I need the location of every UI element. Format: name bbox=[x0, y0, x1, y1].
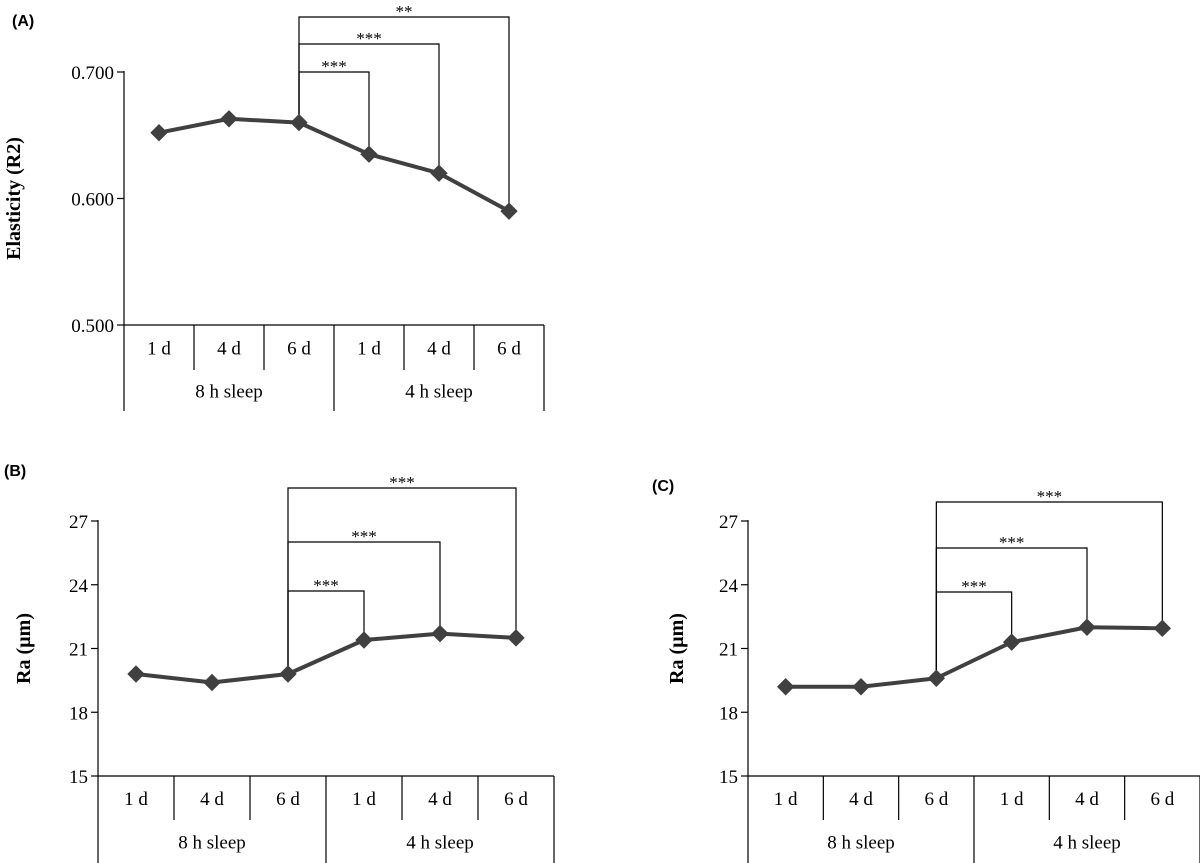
significance-bracket bbox=[298, 71, 370, 147]
y-tick-label: 15 bbox=[69, 767, 88, 788]
significance-label: *** bbox=[1037, 487, 1063, 506]
y-tick-label: 15 bbox=[719, 767, 738, 788]
data-point bbox=[360, 145, 378, 163]
y-tick-label: 0.700 bbox=[71, 63, 114, 84]
significance-bracket bbox=[298, 16, 510, 204]
y-tick-label: 21 bbox=[719, 640, 738, 661]
x-tick-label: 4 d bbox=[427, 339, 451, 360]
x-tick-label: 4 d bbox=[200, 789, 224, 810]
data-point bbox=[1153, 619, 1172, 638]
chart-panel-a: (A) Elasticity (R2) 0.500 0.600 0.700 1 d 4 d 6… bbox=[3, 2, 545, 411]
y-tick-label: 18 bbox=[719, 703, 738, 724]
data-point bbox=[150, 124, 168, 142]
group-label: 4 h sleep bbox=[406, 833, 474, 854]
y-axis-label: Elasticity (R2) bbox=[3, 137, 25, 260]
x-tick-label: 6 d bbox=[287, 339, 311, 360]
data-point bbox=[852, 678, 870, 696]
x-tick-label: 6 d bbox=[504, 789, 528, 810]
y-tick-label: 27 bbox=[69, 512, 88, 533]
data-point bbox=[220, 110, 238, 128]
y-tick-label: 27 bbox=[719, 512, 738, 533]
significance-label: *** bbox=[321, 57, 347, 76]
significance-bracket bbox=[287, 487, 517, 666]
y-axis-label: Ra (µm) bbox=[13, 613, 35, 684]
y-tick-label: 24 bbox=[69, 576, 89, 597]
x-tick-label: 6 d bbox=[1150, 789, 1174, 810]
data-point bbox=[927, 669, 946, 687]
panel-letter: (B) bbox=[4, 463, 26, 480]
significance-label: *** bbox=[313, 576, 339, 595]
panel-letter: (A) bbox=[12, 13, 34, 30]
x-tick-label: 1 d bbox=[147, 339, 171, 360]
data-point bbox=[500, 202, 518, 220]
data-point bbox=[355, 631, 373, 649]
x-tick-label: 1 d bbox=[357, 339, 381, 360]
y-axis-label: Ra (µm) bbox=[666, 613, 688, 684]
significance-label: ** bbox=[396, 2, 413, 21]
data-point bbox=[1002, 633, 1021, 651]
x-tick-label: 1 d bbox=[352, 789, 376, 810]
data-point bbox=[1078, 618, 1096, 636]
y-tick-label: 0.500 bbox=[71, 316, 114, 337]
series-line bbox=[135, 631, 517, 685]
x-tick-label: 4 d bbox=[849, 789, 873, 810]
group-label: 4 h sleep bbox=[405, 382, 473, 403]
data-point bbox=[127, 665, 145, 683]
y-tick-label: 18 bbox=[69, 703, 88, 724]
significance-bracket bbox=[935, 501, 1163, 671]
x-tick-label: 4 d bbox=[428, 789, 452, 810]
significance-label: *** bbox=[356, 29, 382, 48]
x-tick-label: 6 d bbox=[276, 789, 300, 810]
data-point bbox=[776, 678, 795, 696]
x-tick-label: 1 d bbox=[774, 789, 798, 810]
x-tick-label: 4 d bbox=[1075, 789, 1099, 810]
x-tick-label: 1 d bbox=[124, 789, 148, 810]
y-tick-label: 24 bbox=[719, 576, 739, 597]
series-line bbox=[158, 116, 510, 213]
data-point bbox=[507, 629, 525, 647]
group-label: 4 h sleep bbox=[1053, 833, 1121, 854]
significance-label: *** bbox=[351, 527, 377, 546]
group-label: 8 h sleep bbox=[178, 833, 246, 854]
significance-label: *** bbox=[389, 473, 415, 492]
group-label: 8 h sleep bbox=[827, 833, 895, 854]
data-point bbox=[290, 113, 308, 132]
significance-bracket bbox=[287, 590, 365, 666]
group-label: 8 h sleep bbox=[195, 382, 263, 403]
y-tick-label: 21 bbox=[69, 640, 88, 661]
chart-panel-c: (C) Ra (µm) 15 18 21 24 27 1 d 4 d 6 d 8 h sleep 1 … bbox=[652, 478, 1200, 863]
data-point bbox=[431, 624, 449, 643]
data-point bbox=[279, 665, 297, 683]
data-point bbox=[203, 673, 221, 692]
significance-label: *** bbox=[999, 533, 1025, 552]
y-tick-label: 0.600 bbox=[71, 190, 114, 211]
x-tick-label: 6 d bbox=[497, 339, 521, 360]
x-tick-label: 6 d bbox=[924, 789, 948, 810]
significance-label: *** bbox=[961, 577, 987, 596]
panel-letter: (C) bbox=[652, 478, 674, 495]
x-tick-label: 1 d bbox=[1000, 789, 1024, 810]
data-point bbox=[430, 164, 448, 182]
chart-panel-b: (B) Ra (µm) 15 18 21 24 27 1 d 4 d 6 d 8 h sleep 1 … bbox=[4, 463, 555, 863]
x-tick-label: 4 d bbox=[217, 339, 241, 360]
series-line bbox=[785, 625, 1163, 689]
